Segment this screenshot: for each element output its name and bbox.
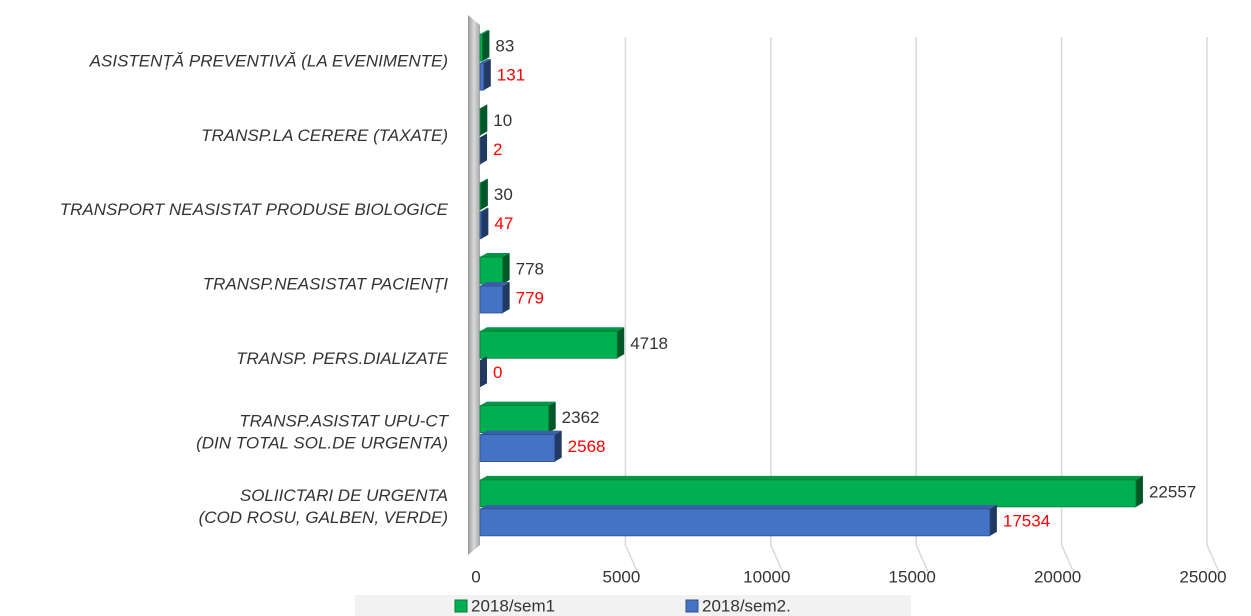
x-tick-label: 5000: [602, 567, 640, 586]
bar-top: [480, 133, 488, 138]
bar-top: [480, 30, 490, 35]
bar-side: [502, 282, 510, 313]
x-tick-label: 15000: [889, 567, 936, 586]
bar: [479, 285, 504, 314]
category-label: TRANSP.NEASISTAT PACIENȚI: [203, 274, 449, 293]
bar-side: [482, 30, 490, 62]
bar-side: [1135, 475, 1143, 507]
bar-side: [502, 253, 510, 284]
axis-wall: [468, 15, 480, 555]
legend-label: 2018/sem2.: [702, 596, 791, 615]
bar-side: [483, 59, 491, 91]
bar-side: [554, 430, 562, 462]
bar-side: [617, 327, 625, 359]
bar-side: [548, 401, 556, 433]
bar-side: [480, 104, 488, 136]
legend-swatch: [454, 599, 468, 613]
x-tick-label: 25000: [1179, 567, 1226, 586]
grid-line: [1206, 37, 1220, 573]
bar-top: [480, 282, 510, 286]
legend-swatch: [685, 599, 699, 613]
data-label: 47: [494, 214, 513, 233]
bar: [479, 256, 504, 285]
x-tick-label: 0: [471, 567, 480, 586]
bar: [479, 405, 550, 433]
bar-side: [989, 504, 997, 536]
bar-top: [480, 504, 997, 509]
bar: [479, 479, 1137, 508]
bar-side: [480, 133, 488, 165]
category-label: TRANSP.ASISTAT UPU-CT (DIN TOTAL SOL.DE U…: [196, 412, 450, 453]
bar-top: [480, 327, 625, 332]
legend-label: 2018/sem1: [471, 596, 555, 615]
category-label: TRANSP.LA CERERE (TAXATE): [201, 126, 448, 145]
bar-top: [480, 104, 488, 109]
bar: [479, 434, 556, 462]
bar-top: [480, 430, 562, 435]
grid-line: [915, 37, 929, 573]
category-label: ASISTENȚĂ PREVENTIVĂ (LA EVENIMENTE): [89, 52, 448, 71]
bar-top: [480, 207, 489, 212]
bar-top: [480, 178, 488, 183]
data-label: 83: [495, 37, 514, 56]
bar: [479, 33, 483, 62]
bar-top: [480, 401, 556, 406]
bar: [479, 211, 482, 240]
data-label: 10: [493, 111, 512, 130]
bar-top: [480, 475, 1143, 480]
bar: [479, 182, 482, 211]
bar: [479, 62, 485, 91]
data-label: 17534: [1003, 511, 1050, 530]
bar-side: [481, 207, 489, 239]
bar: [479, 508, 991, 537]
bar: [479, 330, 618, 359]
grid-line: [770, 37, 784, 573]
grid-line: [1060, 37, 1075, 573]
category-label: SOLIICTARI DE URGENTA (COD ROSU, GALBEN, …: [199, 486, 448, 527]
data-label: 131: [497, 66, 525, 85]
grid-line: [624, 37, 639, 573]
data-label: 30: [494, 185, 513, 204]
bar-side: [480, 356, 487, 388]
data-label: 2362: [562, 408, 600, 427]
data-label: 0: [493, 363, 502, 382]
data-label: 778: [516, 259, 544, 278]
bar-top: [480, 253, 510, 257]
category-label: TRANSP. PERS.DIALIZATE: [236, 349, 449, 368]
data-label: 779: [516, 288, 544, 307]
data-label: 4718: [630, 334, 668, 353]
data-label: 22557: [1149, 482, 1196, 501]
x-tick-label: 20000: [1034, 567, 1081, 586]
data-label: 2: [493, 140, 502, 159]
bar-side: [480, 178, 488, 210]
data-label: 2568: [568, 437, 606, 456]
legend-box: [355, 595, 911, 616]
bar-top: [480, 59, 491, 64]
category-label: TRANSPORT NEASISTAT PRODUSE BIOLOGICE: [60, 200, 449, 219]
x-tick-label: 10000: [743, 567, 790, 586]
